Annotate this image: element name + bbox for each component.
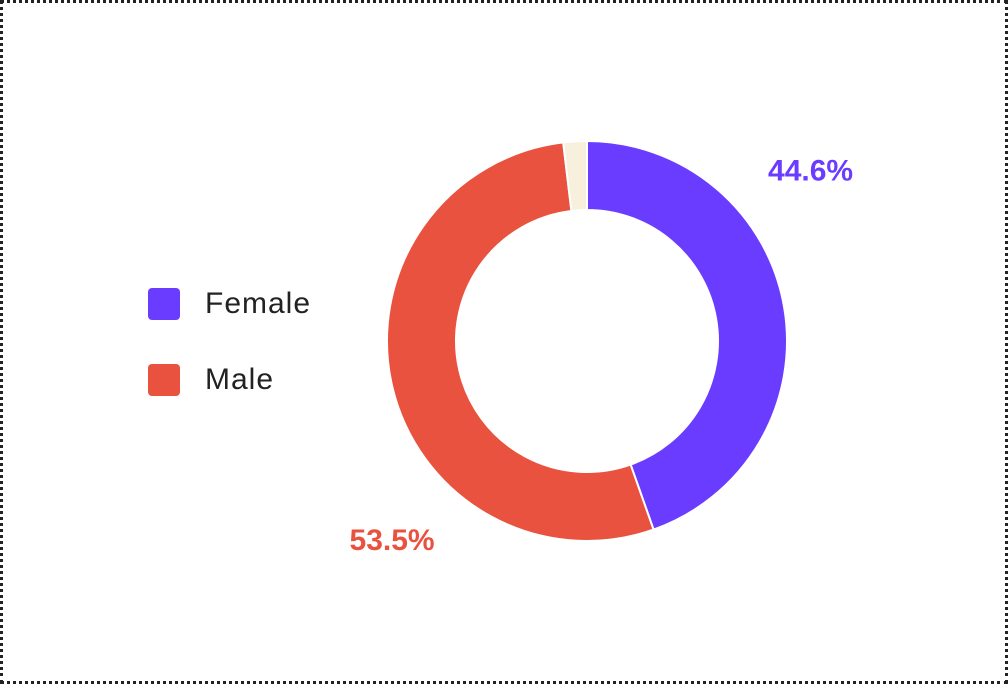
legend-swatch xyxy=(148,288,180,320)
legend-swatch xyxy=(148,364,180,396)
legend-label: Male xyxy=(205,363,274,396)
donut-segment xyxy=(562,139,588,213)
value-label: 44.6% xyxy=(768,154,853,187)
donut-segment xyxy=(586,139,788,531)
value-label: 53.5% xyxy=(350,524,435,557)
donut-segment xyxy=(386,141,655,542)
legend-label: Female xyxy=(205,287,311,320)
